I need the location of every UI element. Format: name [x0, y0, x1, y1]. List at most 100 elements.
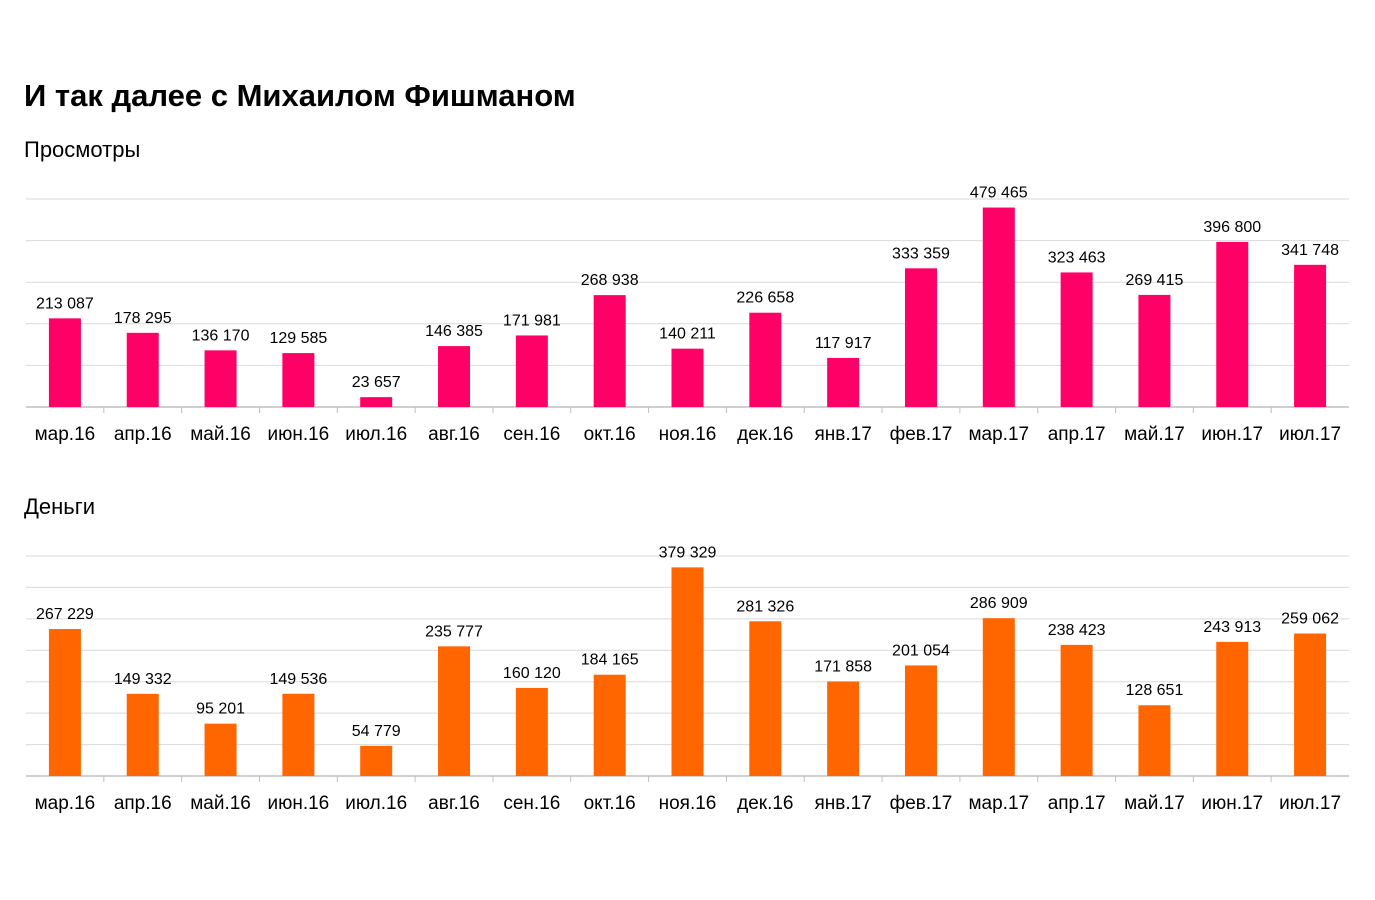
- x-tick-label: апр.17: [1048, 424, 1106, 445]
- money-chart-title: Деньги: [24, 494, 96, 519]
- data-label: 95 201: [196, 701, 245, 718]
- x-tick-label: июл.16: [345, 424, 407, 445]
- data-label: 149 536: [269, 671, 327, 688]
- x-tick-label: июн.17: [1201, 424, 1263, 445]
- data-label: 243 913: [1203, 619, 1261, 636]
- data-label: 281 326: [736, 598, 794, 615]
- x-tick-label: апр.16: [114, 424, 172, 445]
- money-bar-chart: 267 229 мар.16 149 332 апр.16 95 201 май.16 14…: [26, 544, 1349, 814]
- bar: [126, 693, 159, 776]
- data-label: 184 165: [581, 652, 639, 669]
- x-tick-label: июн.16: [267, 793, 329, 814]
- data-label: 238 423: [1048, 622, 1106, 639]
- bar: [1138, 294, 1171, 407]
- bar: [904, 665, 937, 776]
- bar: [1216, 241, 1249, 407]
- x-tick-label: май.16: [190, 424, 251, 445]
- data-label: 286 909: [970, 595, 1028, 612]
- bar: [282, 353, 315, 407]
- data-label: 235 777: [425, 623, 483, 640]
- x-tick-label: апр.17: [1048, 793, 1106, 814]
- x-tick-label: ноя.16: [659, 793, 717, 814]
- x-tick-label: янв.17: [814, 424, 871, 445]
- data-label: 333 359: [892, 245, 950, 262]
- data-label: 226 658: [736, 290, 794, 307]
- data-label: 379 329: [659, 544, 717, 561]
- views-bar-chart: 213 087 мар.16 178 295 апр.16 136 170 май.16 1…: [26, 185, 1349, 445]
- data-label: 479 465: [970, 185, 1028, 202]
- x-tick-label: май.16: [190, 793, 251, 814]
- x-tick-label: дек.16: [737, 424, 793, 445]
- x-tick-label: июн.16: [267, 424, 329, 445]
- x-tick-label: дек.16: [737, 793, 793, 814]
- data-label: 117 917: [815, 335, 872, 352]
- x-tick-label: окт.16: [584, 793, 636, 814]
- data-label: 129 585: [269, 330, 327, 347]
- x-tick-label: июл.17: [1279, 793, 1341, 814]
- data-label: 149 332: [114, 671, 172, 688]
- data-label: 341 748: [1281, 242, 1339, 259]
- bar: [593, 674, 626, 776]
- bar: [982, 207, 1015, 407]
- data-label: 268 938: [581, 272, 639, 289]
- x-tick-label: мар.17: [968, 793, 1029, 814]
- bar: [515, 687, 548, 776]
- x-tick-label: авг.16: [428, 424, 480, 445]
- data-label: 213 087: [36, 295, 94, 312]
- bar: [1060, 644, 1093, 776]
- bar: [749, 312, 782, 407]
- x-tick-label: мар.16: [35, 793, 96, 814]
- bar: [982, 618, 1015, 776]
- bar: [360, 397, 393, 407]
- x-tick-label: июн.17: [1201, 793, 1263, 814]
- bar: [438, 646, 471, 776]
- data-label: 259 062: [1281, 611, 1339, 628]
- page-title: И так далее с Михаилом Фишманом: [24, 78, 576, 113]
- x-tick-label: окт.16: [584, 424, 636, 445]
- x-tick-label: мар.17: [968, 424, 1029, 445]
- data-label: 171 981: [503, 312, 561, 329]
- bar: [827, 681, 860, 776]
- data-label: 128 651: [1126, 682, 1184, 699]
- data-label: 23 657: [352, 374, 401, 391]
- bar: [515, 335, 548, 407]
- x-tick-label: сен.16: [503, 793, 560, 814]
- bar: [749, 621, 782, 776]
- bar: [360, 745, 393, 776]
- data-label: 267 229: [36, 606, 94, 623]
- x-tick-label: сен.16: [503, 424, 560, 445]
- data-label: 140 211: [659, 326, 716, 343]
- bar: [438, 346, 471, 407]
- bar: [671, 567, 704, 776]
- bar: [1216, 641, 1249, 776]
- data-label: 136 170: [192, 327, 250, 344]
- x-tick-label: фев.17: [890, 793, 953, 814]
- x-tick-label: авг.16: [428, 793, 480, 814]
- data-label: 171 858: [814, 658, 872, 675]
- x-tick-label: май.17: [1124, 424, 1185, 445]
- data-label: 323 463: [1048, 249, 1106, 266]
- bar: [1060, 272, 1093, 407]
- data-label: 201 054: [892, 642, 950, 659]
- data-label: 160 120: [503, 665, 561, 682]
- bar: [204, 350, 237, 407]
- x-tick-label: апр.16: [114, 793, 172, 814]
- bar: [1294, 633, 1327, 776]
- bar: [904, 268, 937, 407]
- bar: [48, 318, 81, 407]
- views-chart-title: Просмотры: [24, 137, 141, 162]
- bar: [282, 693, 315, 776]
- x-tick-label: июл.17: [1279, 424, 1341, 445]
- x-tick-label: янв.17: [814, 793, 871, 814]
- bar: [593, 295, 626, 407]
- bar: [126, 332, 159, 407]
- bar: [204, 723, 237, 776]
- x-tick-label: фев.17: [890, 424, 953, 445]
- bar: [827, 357, 860, 407]
- bar: [48, 629, 81, 776]
- data-label: 146 385: [425, 323, 483, 340]
- x-tick-label: ноя.16: [659, 424, 717, 445]
- bar: [671, 348, 704, 407]
- bar: [1294, 264, 1327, 407]
- data-label: 269 415: [1126, 272, 1184, 289]
